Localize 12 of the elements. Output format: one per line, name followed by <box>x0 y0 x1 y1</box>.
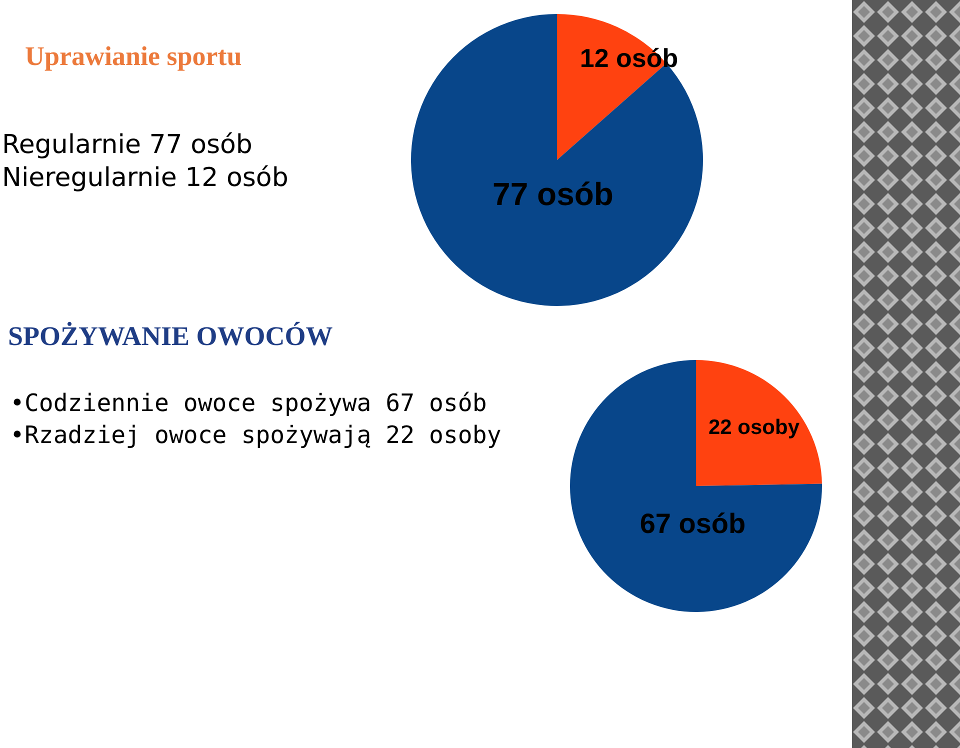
pie-slice <box>696 360 822 486</box>
data-label: 77 osób <box>492 176 614 212</box>
text: •Codziennie owoce spożywa 67 osób <box>10 389 487 417</box>
data-label: 67 osób <box>640 508 746 539</box>
text: Nieregularnie 12 osób <box>2 163 288 193</box>
text: SPOŻYWANIE OWOCÓW <box>8 321 333 351</box>
text: •Rzadziej owoce spożywają 22 osoby <box>10 421 502 449</box>
pie-slice <box>411 14 703 306</box>
text: Regularnie 77 osób <box>2 130 252 160</box>
data-label: 22 osoby <box>708 416 800 440</box>
pie-slice <box>570 360 822 612</box>
text: Uprawianie sportu <box>25 41 242 71</box>
